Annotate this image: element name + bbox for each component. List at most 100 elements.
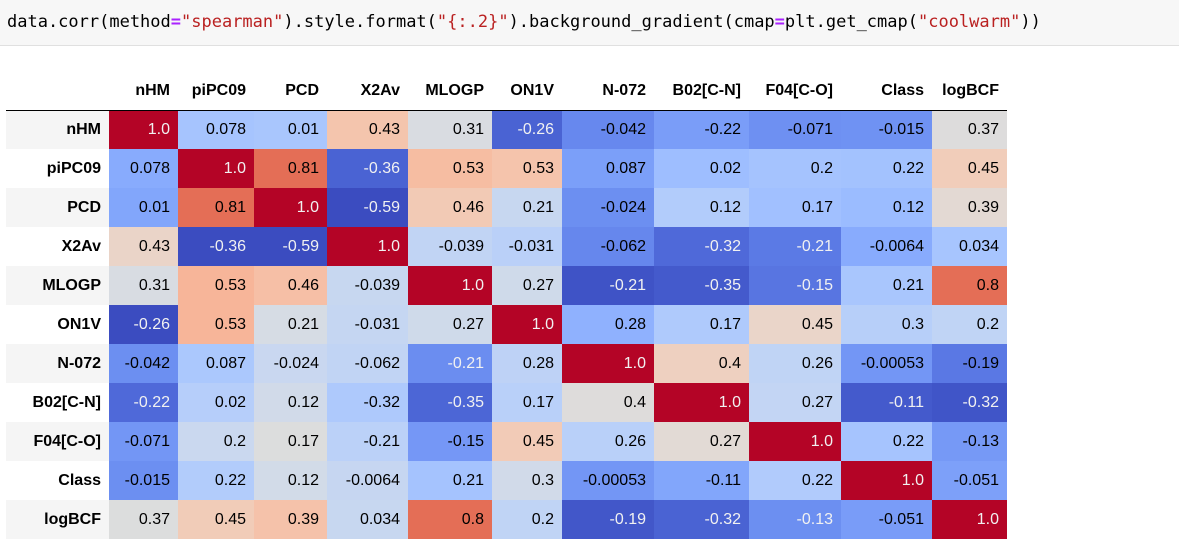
table-cell: 0.45 (492, 422, 562, 461)
table-cell: 0.46 (254, 266, 327, 305)
table-cell: -0.22 (109, 383, 178, 422)
row-header: ON1V (6, 305, 109, 344)
table-row: F04[C-O] -0.071 0.2 0.17 -0.21 -0.15 0.45 0.26 0… (6, 422, 1007, 461)
table-cell: 0.12 (254, 383, 327, 422)
table-cell: 0.2 (932, 305, 1007, 344)
row-header: X2Av (6, 227, 109, 266)
table-cell: -0.35 (654, 266, 749, 305)
table-row: ON1V -0.26 0.53 0.21 -0.031 0.27 1.0 0.28 0.17 0.… (6, 305, 1007, 344)
table-cell: -0.32 (932, 383, 1007, 422)
table-cell: -0.15 (408, 422, 492, 461)
table-cell: -0.0064 (841, 227, 932, 266)
table-cell: -0.21 (327, 422, 408, 461)
table-row: N-072 -0.042 0.087 -0.024 -0.062 -0.21 0.28 1.0… (6, 344, 1007, 383)
table-cell: -0.26 (492, 110, 562, 149)
table-cell: -0.59 (327, 188, 408, 227)
table-cell: 0.45 (178, 500, 254, 539)
table-cell: 1.0 (178, 149, 254, 188)
table-cell: 0.26 (749, 344, 841, 383)
table-cell: 0.81 (254, 149, 327, 188)
row-header: N-072 (6, 344, 109, 383)
table-cell: -0.19 (562, 500, 654, 539)
table-cell: 0.26 (562, 422, 654, 461)
table-cell: 0.01 (254, 110, 327, 149)
table-cell: 0.17 (654, 305, 749, 344)
table-cell: -0.0064 (327, 461, 408, 500)
header-row: nHM piPC09 PCD X2Av MLOGP ON1V N-072 B02[C-N] F0… (6, 72, 1007, 111)
table-row: logBCF 0.37 0.45 0.39 0.034 0.8 0.2 -0.19 -0.32-… (6, 500, 1007, 539)
table-cell: 0.53 (492, 149, 562, 188)
table-cell: -0.13 (749, 500, 841, 539)
code-input[interactable]: data.corr(method="spearman").style.forma… (7, 12, 1041, 32)
table-cell: 0.53 (178, 305, 254, 344)
table-cell: 0.43 (109, 227, 178, 266)
table-cell: 1.0 (492, 305, 562, 344)
table-cell: 1.0 (654, 383, 749, 422)
table-cell: 0.8 (408, 500, 492, 539)
table-cell: 0.53 (408, 149, 492, 188)
table-cell: 0.22 (178, 461, 254, 500)
column-header: B02[C-N] (654, 72, 749, 111)
table-cell: -0.00053 (562, 461, 654, 500)
table-cell: -0.26 (109, 305, 178, 344)
table-cell: 0.2 (749, 149, 841, 188)
table-cell: -0.36 (178, 227, 254, 266)
column-header: X2Av (327, 72, 408, 111)
column-header: F04[C-O] (749, 72, 841, 111)
table-cell: -0.00053 (841, 344, 932, 383)
table-cell: 0.01 (109, 188, 178, 227)
table-cell: -0.071 (109, 422, 178, 461)
table-cell: 0.27 (408, 305, 492, 344)
table-cell: -0.11 (841, 383, 932, 422)
table-cell: -0.35 (408, 383, 492, 422)
table-cell: 0.087 (562, 149, 654, 188)
table-cell: -0.042 (109, 344, 178, 383)
table-cell: -0.19 (932, 344, 1007, 383)
table-cell: -0.21 (408, 344, 492, 383)
table-cell: 0.31 (109, 266, 178, 305)
table-cell: 0.3 (492, 461, 562, 500)
table-cell: 0.39 (932, 188, 1007, 227)
row-header: logBCF (6, 500, 109, 539)
table-row: MLOGP 0.31 0.53 0.46 -0.039 1.0 0.27 -0.21 -0.35… (6, 266, 1007, 305)
row-header: piPC09 (6, 149, 109, 188)
table-cell: 0.22 (749, 461, 841, 500)
table-cell: -0.32 (654, 500, 749, 539)
table-cell: 0.31 (408, 110, 492, 149)
table-row: X2Av 0.43 -0.36 -0.59 1.0 -0.039 -0.031 -0.062-… (6, 227, 1007, 266)
table-cell: 0.27 (654, 422, 749, 461)
table-cell: 0.17 (749, 188, 841, 227)
table-cell: -0.062 (562, 227, 654, 266)
table-cell: 0.39 (254, 500, 327, 539)
table-cell: 0.034 (327, 500, 408, 539)
table-cell: 0.12 (254, 461, 327, 500)
table-cell: 1.0 (841, 461, 932, 500)
table-cell: 0.8 (932, 266, 1007, 305)
column-header: logBCF (932, 72, 1007, 111)
table-cell: -0.21 (562, 266, 654, 305)
table-cell: -0.062 (327, 344, 408, 383)
table-cell: 0.21 (254, 305, 327, 344)
table-cell: -0.32 (654, 227, 749, 266)
table-cell: 0.17 (254, 422, 327, 461)
table-cell: 0.12 (654, 188, 749, 227)
table-cell: -0.071 (749, 110, 841, 149)
table-row: piPC09 0.078 1.0 0.81 -0.36 0.53 0.53 0.087 0.02… (6, 149, 1007, 188)
table-cell: 0.21 (408, 461, 492, 500)
table-cell: -0.15 (749, 266, 841, 305)
table-cell: 0.078 (178, 110, 254, 149)
table-row: PCD 0.01 0.81 1.0 -0.59 0.46 0.21 -0.024 0.12 0.1… (6, 188, 1007, 227)
table-cell: -0.024 (562, 188, 654, 227)
row-header: B02[C-N] (6, 383, 109, 422)
table-cell: -0.024 (254, 344, 327, 383)
table-cell: -0.031 (327, 305, 408, 344)
code-cell[interactable]: data.corr(method="spearman").style.forma… (0, 0, 1179, 46)
table-cell: 0.45 (749, 305, 841, 344)
row-header: Class (6, 461, 109, 500)
column-header: nHM (109, 72, 178, 111)
table-cell: -0.051 (841, 500, 932, 539)
table-cell: 0.02 (178, 383, 254, 422)
table-cell: 0.81 (178, 188, 254, 227)
table-cell: 0.21 (841, 266, 932, 305)
table-row: nHM 1.0 0.078 0.01 0.43 0.31 -0.26 -0.042 -0.22-… (6, 110, 1007, 149)
